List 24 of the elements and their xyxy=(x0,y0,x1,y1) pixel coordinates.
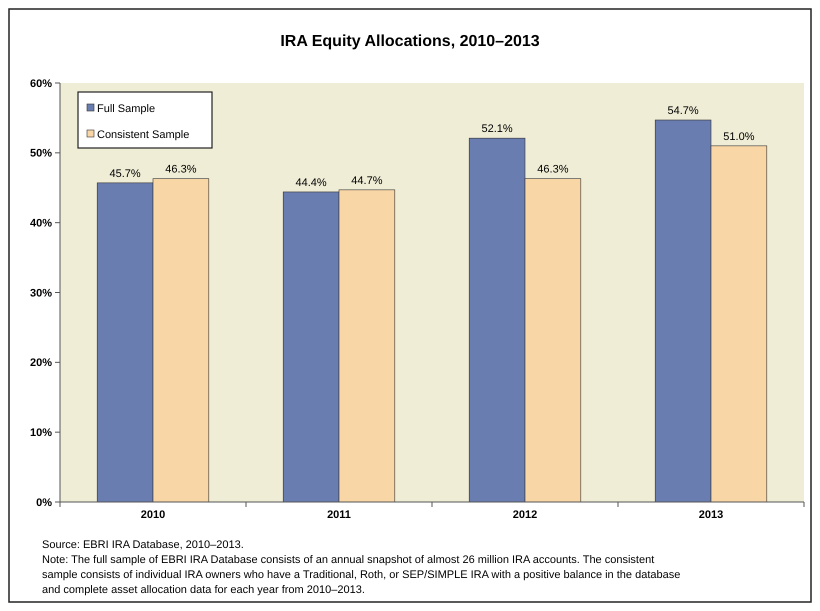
data-label: 44.4% xyxy=(296,176,327,189)
source-note: Source: EBRI IRA Database, 2010–2013. xyxy=(42,539,244,551)
chart-title: IRA Equity Allocations, 2010–2013 xyxy=(280,33,540,50)
y-tick-label: 50% xyxy=(30,148,52,160)
text: Note: The full sample of EBRI IRA Database consists of an annual snapshot of almost 26 million IRA accounts. The consistent sample consists of individual IRA owners who have a Traditional, Roth, or SEP/SIMPLE IRA with a positive balance in the database and complete asset allocation data for each year from 2010–2013. xyxy=(42,554,680,596)
y-tick-label: 60% xyxy=(30,78,52,90)
x-tick-label: 2012 xyxy=(512,509,538,521)
y-tick-label: 10% xyxy=(30,427,52,440)
data-label: 45.7% xyxy=(110,168,141,180)
x-tick-label: 2013 xyxy=(698,509,724,521)
x-tick-label: 2010 xyxy=(140,509,166,521)
x-tick-label: 2011 xyxy=(327,509,351,521)
data-label: 44.7% xyxy=(351,174,383,187)
y-tick-label: 40% xyxy=(30,218,52,230)
legend-label: Consistent Sample xyxy=(97,128,190,141)
data-label: 46.3% xyxy=(537,164,569,176)
y-tick-label: 20% xyxy=(30,357,52,370)
data-label: 54.7% xyxy=(668,105,699,118)
data-label: 51.0% xyxy=(723,130,755,143)
y-tick-label: 30% xyxy=(30,287,52,300)
legend-label: Full Sample xyxy=(97,102,156,115)
y-tick-label: 0% xyxy=(36,496,52,509)
data-label: 46.3% xyxy=(165,164,197,176)
data-label: 52.1% xyxy=(482,123,513,136)
